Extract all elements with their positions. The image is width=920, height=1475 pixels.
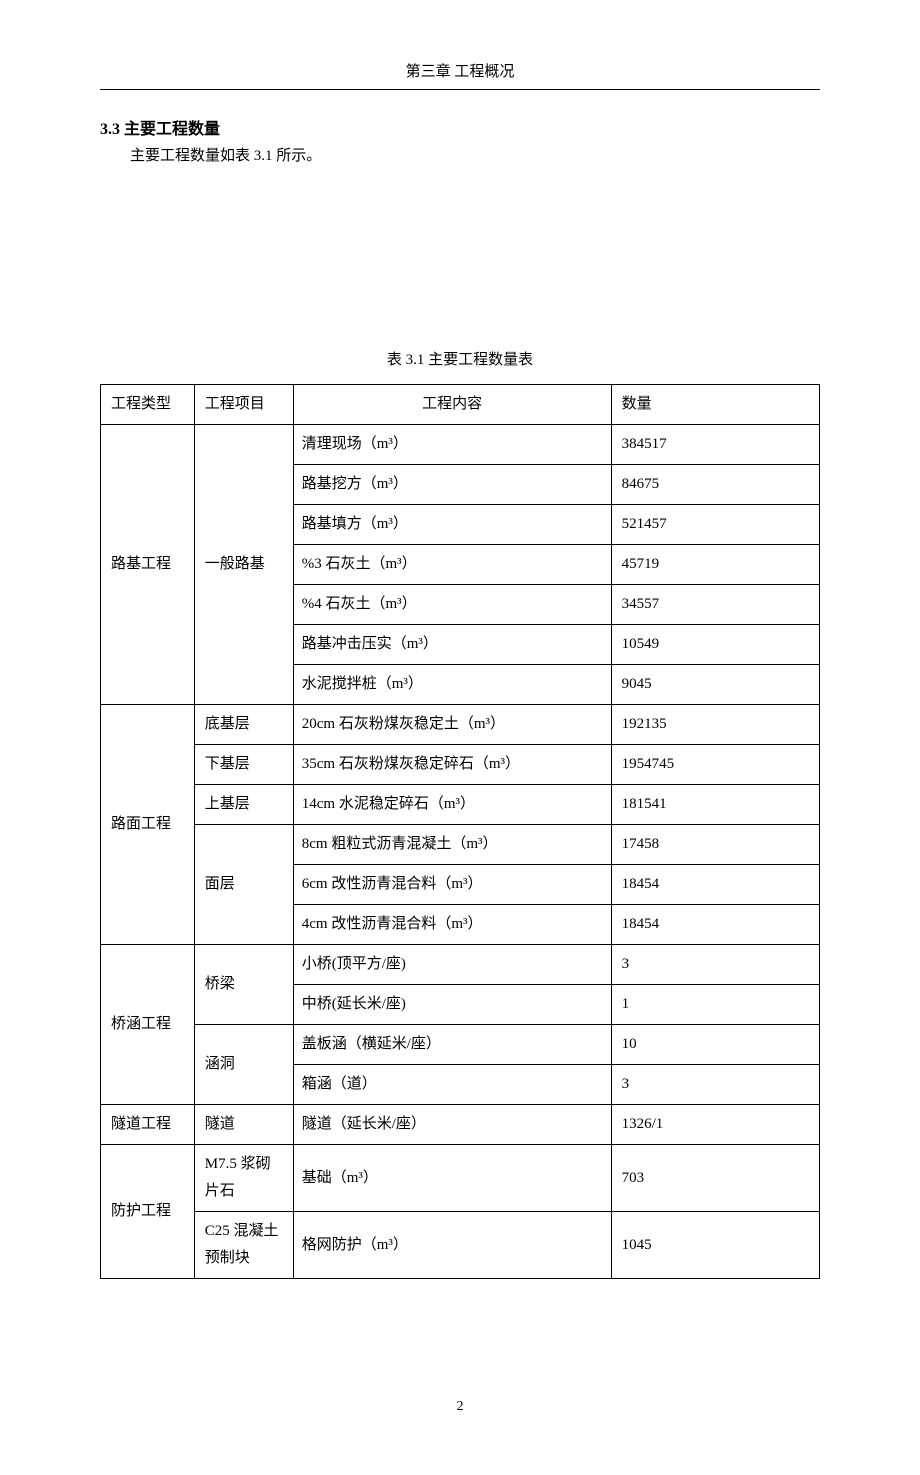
- table-row: 防护工程M7.5 浆砌片石基础（m³）703: [101, 1145, 820, 1212]
- cell-quantity: 1045: [611, 1212, 819, 1279]
- cell-project: 上基层: [194, 785, 293, 825]
- cell-quantity: 45719: [611, 545, 819, 585]
- cell-quantity: 10: [611, 1025, 819, 1065]
- table-row: 涵洞盖板涵（横延米/座）10: [101, 1025, 820, 1065]
- cell-content: %3 石灰土（m³）: [293, 545, 611, 585]
- cell-project: C25 混凝土预制块: [194, 1212, 293, 1279]
- table-row: 桥涵工程桥梁小桥(顶平方/座)3: [101, 945, 820, 985]
- cell-content: 14cm 水泥稳定碎石（m³）: [293, 785, 611, 825]
- cell-content: 清理现场（m³）: [293, 425, 611, 465]
- table-row: 上基层14cm 水泥稳定碎石（m³）181541: [101, 785, 820, 825]
- cell-content: 格网防护（m³）: [293, 1212, 611, 1279]
- cell-content: 4cm 改性沥青混合料（m³）: [293, 905, 611, 945]
- cell-content: 35cm 石灰粉煤灰稳定碎石（m³）: [293, 745, 611, 785]
- table-row: 路面工程底基层20cm 石灰粉煤灰稳定土（m³）192135: [101, 705, 820, 745]
- chapter-header: 第三章 工程概况: [100, 60, 820, 90]
- cell-content: 8cm 粗粒式沥青混凝土（m³）: [293, 825, 611, 865]
- cell-quantity: 1: [611, 985, 819, 1025]
- cell-content: 基础（m³）: [293, 1145, 611, 1212]
- cell-type: 隧道工程: [101, 1105, 195, 1145]
- cell-project: 面层: [194, 825, 293, 945]
- quantity-table: 工程类型工程项目工程内容数量路基工程一般路基清理现场（m³）384517路基挖方…: [100, 384, 820, 1279]
- cell-content: 20cm 石灰粉煤灰稳定土（m³）: [293, 705, 611, 745]
- cell-content: 路基冲击压实（m³）: [293, 625, 611, 665]
- table-header-row: 工程类型工程项目工程内容数量: [101, 385, 820, 425]
- table-caption: 表 3.1 主要工程数量表: [100, 348, 820, 369]
- section-body: 主要工程数量如表 3.1 所示。: [100, 144, 820, 168]
- cell-content: 小桥(顶平方/座): [293, 945, 611, 985]
- cell-content: %4 石灰土（m³）: [293, 585, 611, 625]
- cell-quantity: 17458: [611, 825, 819, 865]
- cell-quantity: 10549: [611, 625, 819, 665]
- cell-type: 桥涵工程: [101, 945, 195, 1105]
- cell-content: 路基挖方（m³）: [293, 465, 611, 505]
- section-number: 3.3: [100, 121, 120, 138]
- cell-content: 6cm 改性沥青混合料（m³）: [293, 865, 611, 905]
- header-type: 工程类型: [101, 385, 195, 425]
- table-row: 下基层35cm 石灰粉煤灰稳定碎石（m³）1954745: [101, 745, 820, 785]
- cell-quantity: 3: [611, 1065, 819, 1105]
- cell-project: 隧道: [194, 1105, 293, 1145]
- cell-content: 盖板涵（横延米/座）: [293, 1025, 611, 1065]
- header-project: 工程项目: [194, 385, 293, 425]
- cell-quantity: 1326/1: [611, 1105, 819, 1145]
- table-row: C25 混凝土预制块格网防护（m³）1045: [101, 1212, 820, 1279]
- cell-project: 一般路基: [194, 425, 293, 705]
- table-row: 隧道工程隧道隧道（延长米/座）1326/1: [101, 1105, 820, 1145]
- page-number: 2: [100, 1399, 820, 1415]
- cell-quantity: 384517: [611, 425, 819, 465]
- cell-quantity: 3: [611, 945, 819, 985]
- cell-quantity: 1954745: [611, 745, 819, 785]
- table-row: 面层8cm 粗粒式沥青混凝土（m³）17458: [101, 825, 820, 865]
- cell-quantity: 9045: [611, 665, 819, 705]
- cell-project: M7.5 浆砌片石: [194, 1145, 293, 1212]
- section-title: 3.3 主要工程数量: [100, 115, 820, 139]
- cell-content: 箱涵（道）: [293, 1065, 611, 1105]
- header-quantity: 数量: [611, 385, 819, 425]
- cell-quantity: 18454: [611, 905, 819, 945]
- cell-project: 桥梁: [194, 945, 293, 1025]
- cell-quantity: 192135: [611, 705, 819, 745]
- cell-type: 路基工程: [101, 425, 195, 705]
- cell-quantity: 84675: [611, 465, 819, 505]
- cell-content: 中桥(延长米/座): [293, 985, 611, 1025]
- cell-quantity: 18454: [611, 865, 819, 905]
- cell-quantity: 521457: [611, 505, 819, 545]
- cell-quantity: 34557: [611, 585, 819, 625]
- cell-type: 路面工程: [101, 705, 195, 945]
- cell-project: 下基层: [194, 745, 293, 785]
- cell-project: 涵洞: [194, 1025, 293, 1105]
- cell-content: 隧道（延长米/座）: [293, 1105, 611, 1145]
- cell-content: 路基填方（m³）: [293, 505, 611, 545]
- cell-quantity: 181541: [611, 785, 819, 825]
- table-row: 路基工程一般路基清理现场（m³）384517: [101, 425, 820, 465]
- cell-quantity: 703: [611, 1145, 819, 1212]
- cell-type: 防护工程: [101, 1145, 195, 1279]
- cell-project: 底基层: [194, 705, 293, 745]
- section-heading: 主要工程数量: [124, 121, 220, 138]
- cell-content: 水泥搅拌桩（m³）: [293, 665, 611, 705]
- header-content: 工程内容: [293, 385, 611, 425]
